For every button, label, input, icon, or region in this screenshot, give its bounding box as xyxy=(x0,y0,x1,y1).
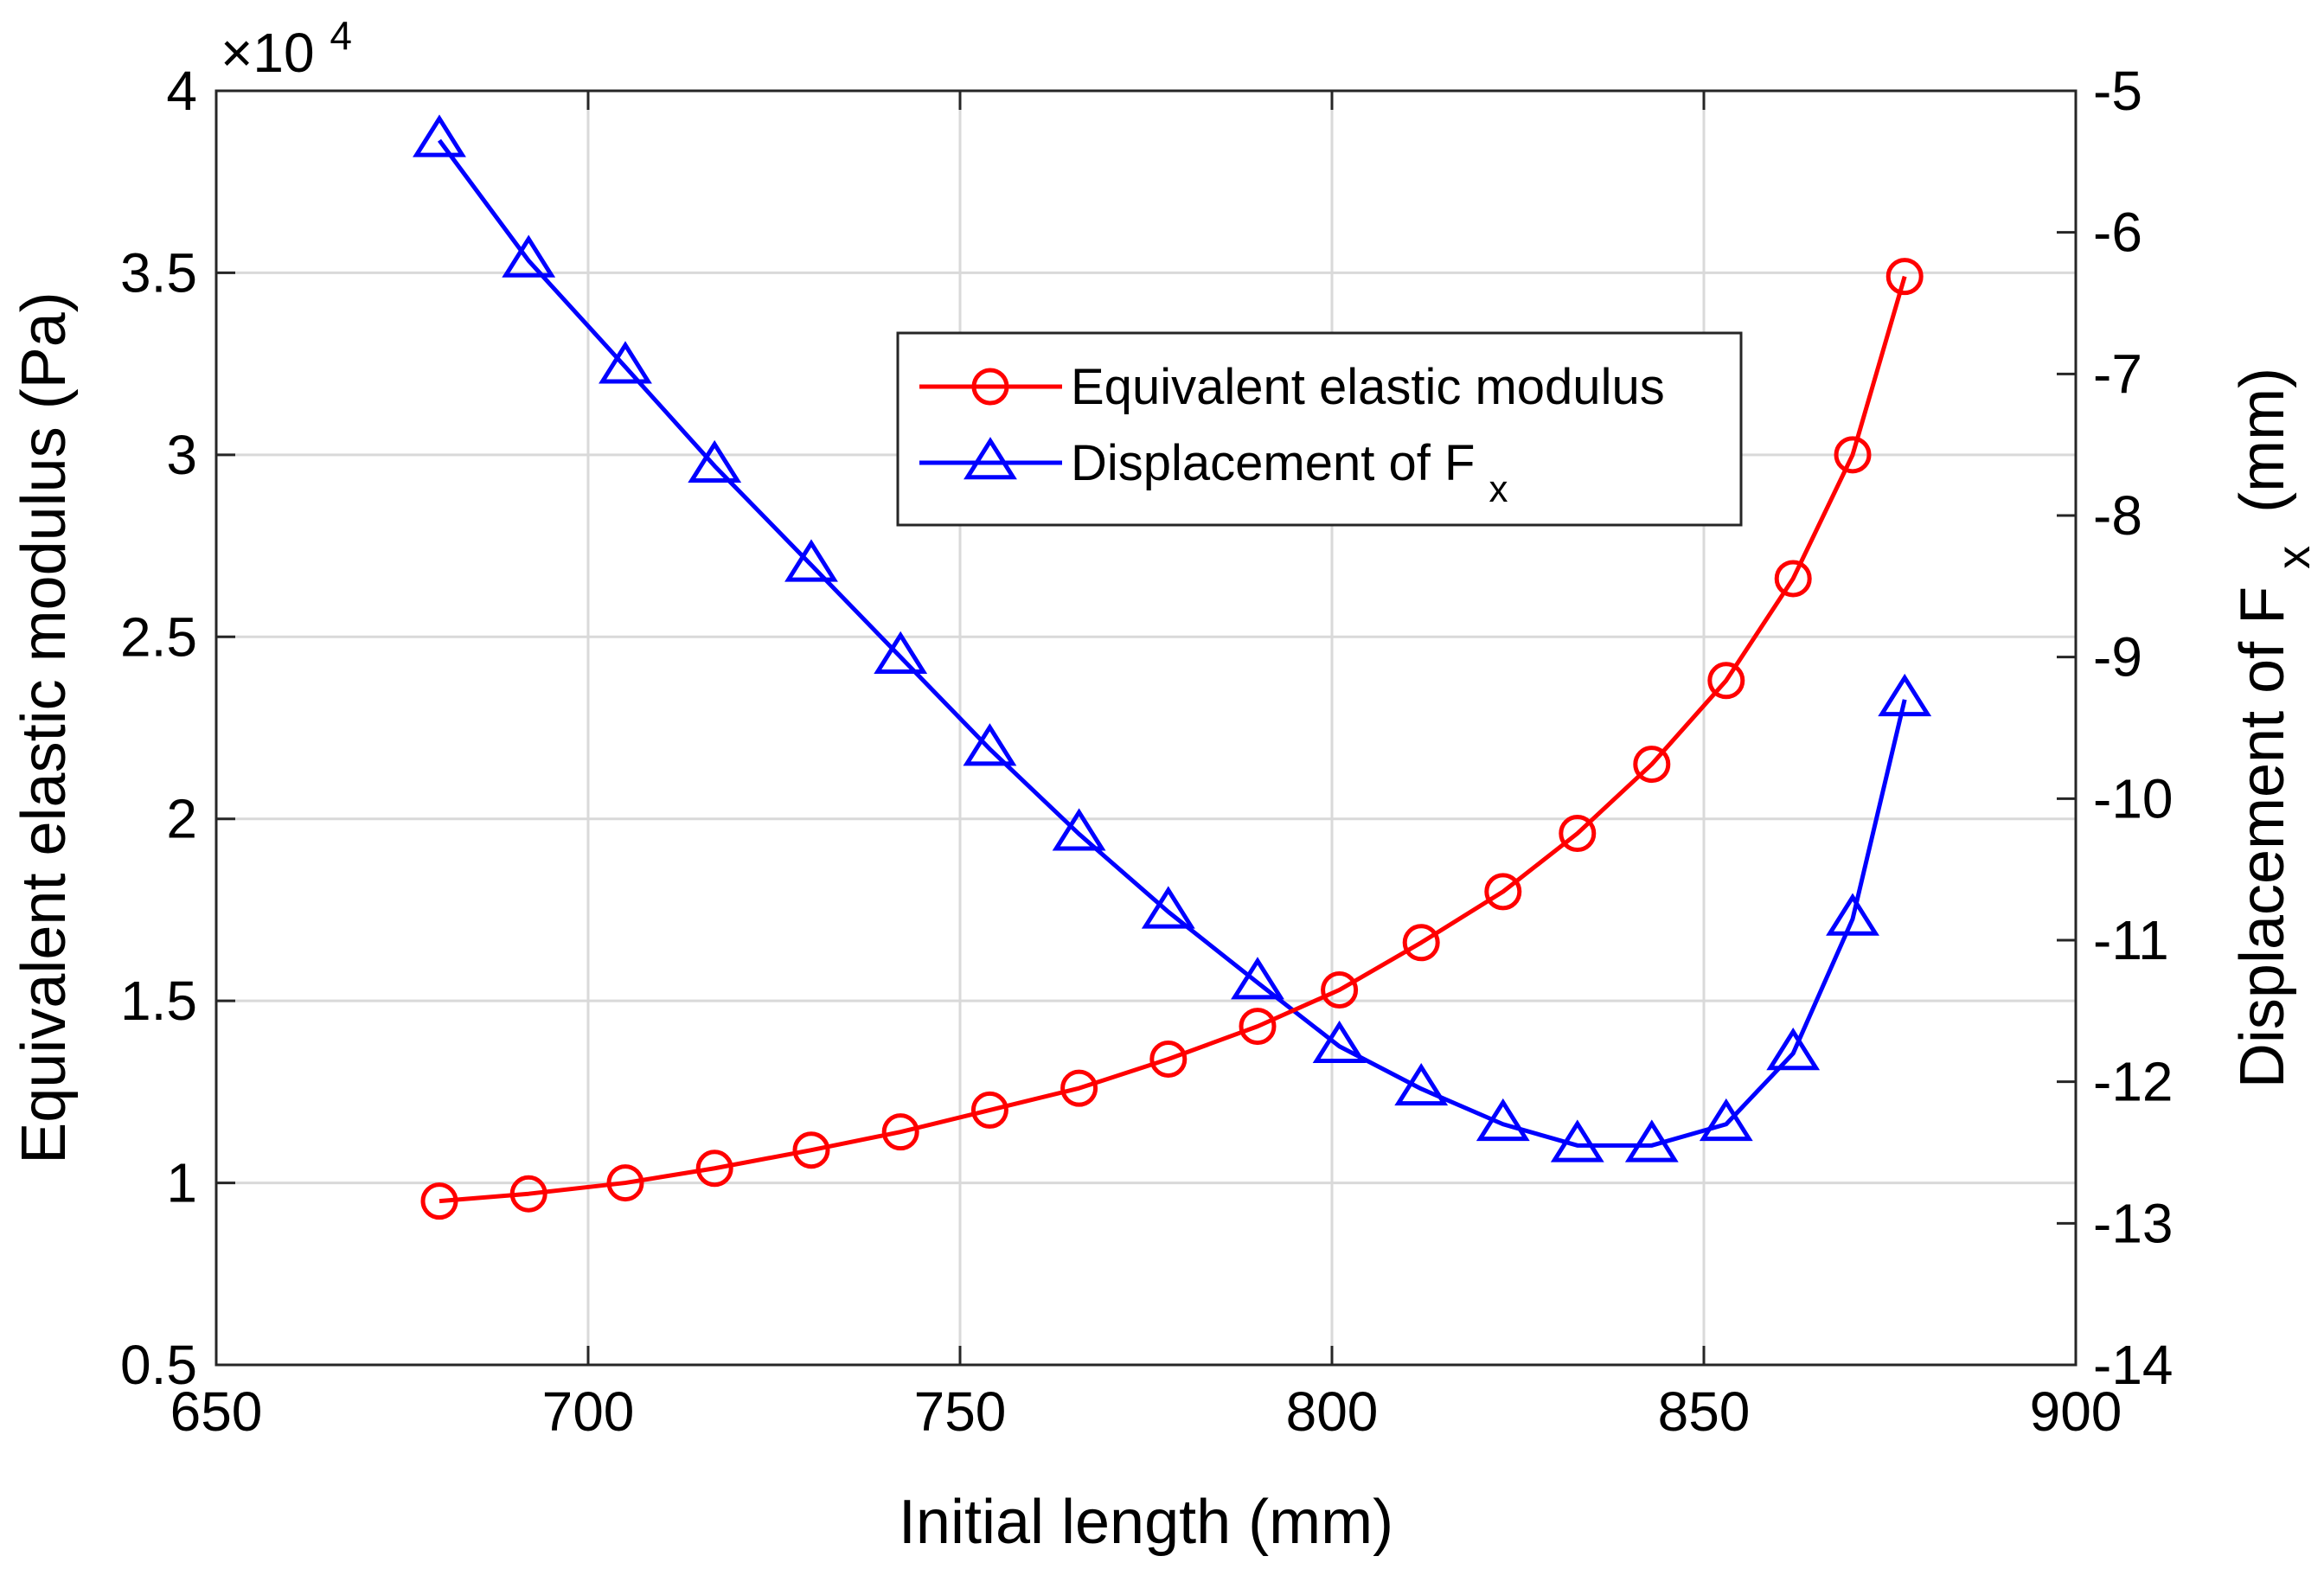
data-point-circle xyxy=(1633,746,1671,784)
legend-marker-circle xyxy=(971,368,1009,406)
data-point-triangle xyxy=(1476,1098,1530,1142)
y-right-tick-label: -8 xyxy=(2093,484,2142,547)
data-point-triangle xyxy=(688,439,742,484)
exponent-base: ×10 xyxy=(221,22,315,84)
legend: Equivalent elastic modulus Displacement … xyxy=(896,331,1743,527)
data-point-triangle xyxy=(1394,1062,1449,1106)
legend-sample-elastic-modulus xyxy=(919,368,1062,406)
exponent-power: 4 xyxy=(330,13,352,58)
series-line xyxy=(439,275,1907,1204)
y-right-tick-label: -12 xyxy=(2093,1051,2174,1113)
y-right-title-main: Displacement of F xyxy=(2228,586,2297,1088)
y-left-tick-label: 1.5 xyxy=(120,970,197,1032)
data-point-circle xyxy=(1149,1040,1188,1078)
y-right-tick-label: -10 xyxy=(2093,767,2174,829)
series-layer xyxy=(413,114,1932,1220)
y-right-tick-label: -14 xyxy=(2093,1334,2174,1396)
data-point-circle xyxy=(970,1091,1008,1129)
data-point-triangle xyxy=(502,234,556,278)
data-point-circle xyxy=(1834,436,1872,474)
data-point-circle xyxy=(792,1131,830,1169)
series-line xyxy=(437,138,1907,1148)
y-left-tick-label: 3 xyxy=(166,424,197,486)
data-point-triangle xyxy=(1231,957,1284,1000)
y-right-tick-label: -7 xyxy=(2093,343,2142,405)
data-point-circle xyxy=(606,1164,644,1202)
x-tick-label: 650 xyxy=(170,1380,263,1443)
y-left-tick-label: 1 xyxy=(166,1152,197,1214)
data-point-triangle xyxy=(1312,1020,1367,1064)
x-tick-label: 800 xyxy=(1286,1380,1379,1443)
x-tick-label: 900 xyxy=(2030,1380,2122,1443)
data-point-circle xyxy=(1484,873,1522,911)
tick-labels: 650 700 750 800 850 900 0.5 1 1.5 2 2.5 3 3.5 4 -5 -6 -7… xyxy=(120,60,2173,1443)
legend-sample-displacement xyxy=(919,437,1062,480)
y-right-tick-label: -9 xyxy=(2093,626,2142,688)
x-tick-label: 850 xyxy=(1658,1380,1751,1443)
data-point-triangle xyxy=(784,539,838,582)
x-tick-label: 700 xyxy=(542,1380,635,1443)
y-left-tick-label: 0.5 xyxy=(120,1334,197,1396)
x-tick-label: 750 xyxy=(914,1380,1007,1443)
legend-label-displacement: Displacement of F x xyxy=(1071,435,1508,510)
data-point-circle xyxy=(881,1113,919,1151)
data-point-triangle xyxy=(1052,808,1106,851)
tick-marks xyxy=(214,89,2078,1367)
legend-marker-triangle xyxy=(964,437,1017,480)
y-right-tick-label: -5 xyxy=(2093,60,2142,122)
data-point-circle xyxy=(1239,1008,1277,1046)
data-point-triangle xyxy=(413,114,466,157)
left-axis-exponent: ×10 4 xyxy=(221,13,352,84)
y-right-tick-label: -13 xyxy=(2093,1192,2174,1254)
data-point-circle xyxy=(695,1150,733,1188)
data-point-triangle xyxy=(963,723,1017,766)
y-right-title-sub: x xyxy=(2268,546,2320,569)
data-point-triangle xyxy=(1550,1119,1604,1162)
data-point-circle xyxy=(1707,662,1745,700)
data-point-circle xyxy=(1885,258,1924,296)
data-point-triangle xyxy=(1826,893,1879,936)
plot-frame xyxy=(214,89,2078,1367)
data-point-circle xyxy=(1559,815,1597,853)
data-point-triangle xyxy=(1878,673,1932,717)
y-left-tick-label: 4 xyxy=(166,60,197,122)
data-point-triangle xyxy=(1699,1098,1753,1142)
data-point-circle xyxy=(1321,971,1359,1009)
data-point-circle xyxy=(420,1182,458,1220)
legend-label-displacement-main: Displacement of F xyxy=(1071,435,1475,491)
y-left-tick-label: 2 xyxy=(166,788,197,850)
y-right-axis-title: Displacement of F x (mm) xyxy=(2228,368,2320,1088)
legend-box xyxy=(896,331,1743,527)
y-right-title-suffix: (mm) xyxy=(2228,368,2297,513)
data-point-triangle xyxy=(1624,1119,1679,1162)
data-point-triangle xyxy=(1766,1028,1821,1071)
legend-label-elastic-modulus: Equivalent elastic modulus xyxy=(1071,359,1665,415)
series-elastic-modulus xyxy=(420,258,1924,1220)
data-point-circle xyxy=(1060,1069,1098,1107)
y-left-axis-title: Equivalent elastic modulus (Pa) xyxy=(10,291,79,1164)
data-point-triangle xyxy=(874,631,928,674)
legend-label-displacement-sub: x xyxy=(1489,468,1508,510)
y-left-tick-label: 3.5 xyxy=(120,241,197,304)
y-left-tick-label: 2.5 xyxy=(120,605,197,668)
y-right-tick-label: -6 xyxy=(2093,202,2142,264)
data-point-circle xyxy=(509,1175,547,1213)
data-point-circle xyxy=(1402,924,1440,962)
series-displacement xyxy=(413,114,1932,1162)
data-point-triangle xyxy=(599,341,652,384)
data-point-triangle xyxy=(1141,886,1195,929)
y-right-tick-label: -11 xyxy=(2093,909,2169,971)
data-point-circle xyxy=(1774,560,1812,598)
x-axis-title: Initial length (mm) xyxy=(899,1488,1393,1557)
